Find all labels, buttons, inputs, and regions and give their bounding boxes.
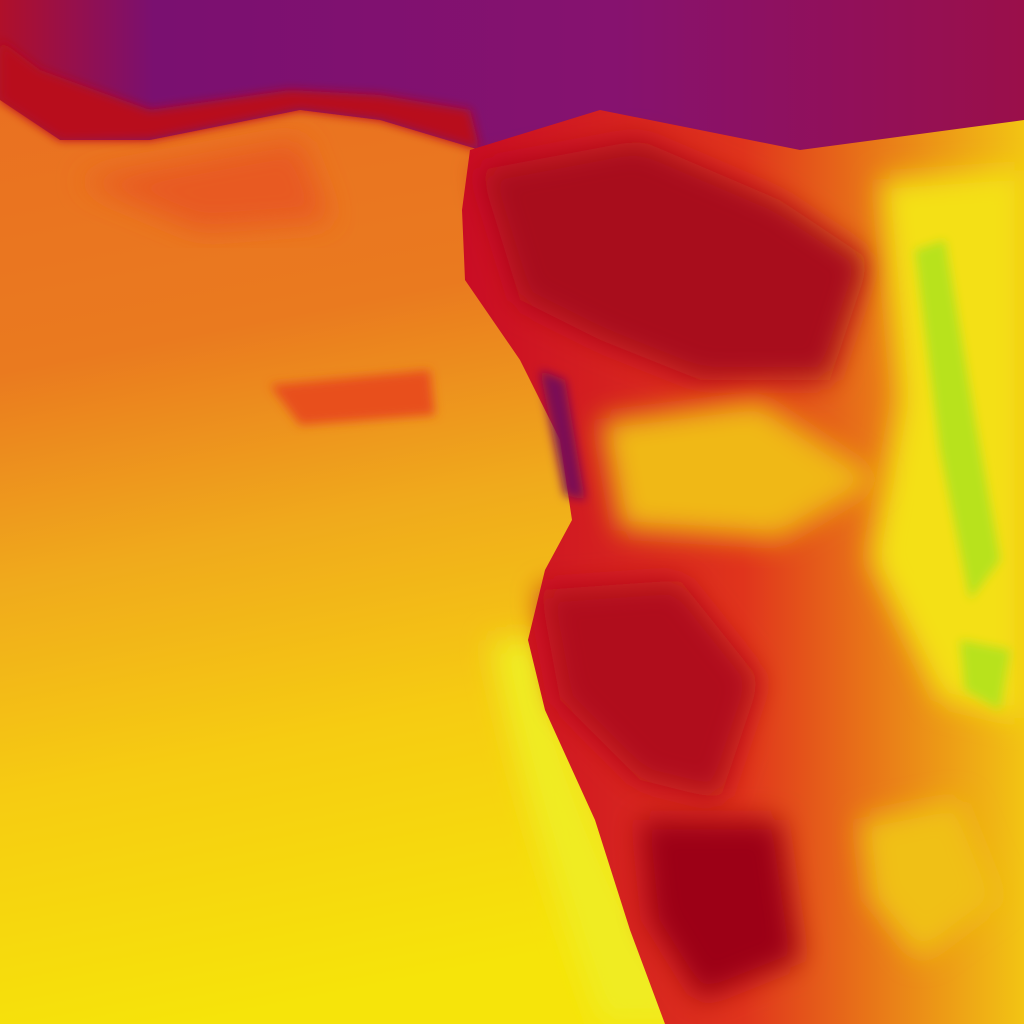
coastal-dark-strip — [540, 370, 585, 500]
land-hot-zone — [640, 820, 800, 1000]
land-cool-zone — [860, 800, 1000, 960]
land-hot-zone — [480, 140, 870, 380]
ocean-warm-patch — [80, 140, 330, 230]
coastal-band — [490, 640, 700, 1024]
northern-region — [0, 0, 1024, 180]
land-hot-zone — [540, 580, 760, 800]
ocean-warm-patch — [270, 370, 435, 425]
coast-edge — [0, 40, 480, 150]
land-green-streak — [960, 640, 1010, 710]
land-green-streak — [915, 240, 1000, 600]
land-cool-zone — [600, 400, 880, 540]
